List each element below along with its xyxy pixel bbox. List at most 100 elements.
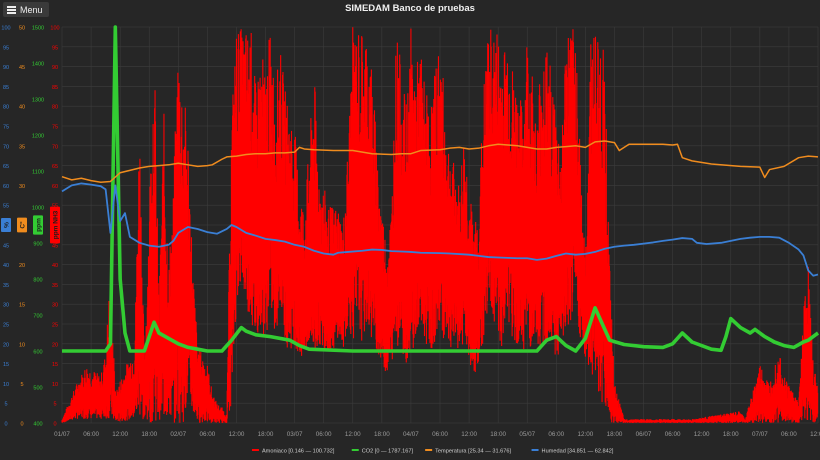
y-tick-co2: 1200: [32, 134, 44, 140]
y-tick-hum: 25: [3, 323, 9, 329]
y-tick-amonio: 20: [52, 342, 58, 348]
y-tick-hum: 35: [3, 283, 9, 289]
y-tick-hum: 65: [3, 164, 9, 170]
y-tick-amonio: 90: [52, 65, 58, 71]
y-tick-hum: 5: [4, 402, 7, 408]
x-tick-label: 01/07: [54, 431, 70, 438]
x-tick-label: 12:00: [694, 431, 710, 438]
x-tick-label: 06:00: [548, 431, 564, 438]
y-tick-hum: 95: [3, 45, 9, 51]
x-tick-label: 06:00: [781, 431, 797, 438]
y-tick-temp: 0: [20, 422, 23, 428]
x-axis: 01/07 06:00 12:00 18:00 02/07 06:00 12:00 18:00…: [54, 431, 820, 438]
y-axis-label-hum: %: [1, 218, 11, 232]
y-tick-amonio: 0: [53, 422, 56, 428]
x-tick-label: 05/07: [519, 431, 535, 438]
y-axis-label-text: C°: [19, 221, 27, 229]
legend-item-co2[interactable]: CO2 [0 — 1787.167]: [351, 449, 414, 455]
y-tick-hum: 55: [3, 204, 9, 210]
y-tick-co2: 1100: [32, 170, 44, 176]
y-axis-label-badge: [1, 218, 11, 232]
y-tick-co2: 1500: [32, 26, 44, 32]
y-tick-temp: 5: [20, 382, 23, 388]
legend-label-amonio: Amoniaco [0.146 — 100.732]: [262, 449, 335, 455]
y-axis-label-badge: [33, 215, 43, 235]
y-tick-temp: 50: [19, 26, 25, 32]
x-tick-label: 18:00: [607, 431, 623, 438]
x-tick-label: 04/07: [403, 431, 419, 438]
series-co2: [62, 25, 820, 353]
x-tick-label: 12:00: [345, 431, 361, 438]
x-tick-label: 06/07: [636, 431, 652, 438]
x-tick-label: 18:00: [374, 431, 390, 438]
y-tick-co2: 1400: [32, 62, 44, 68]
x-tick-label: 12:00: [112, 431, 128, 438]
y-tick-hum: 15: [3, 362, 9, 368]
y-tick-hum: 45: [3, 243, 9, 249]
y-tick-amonio: 30: [52, 303, 58, 309]
legend-item-hum[interactable]: Humedad [34.851 — 62.842]: [531, 449, 614, 455]
y-tick-hum: 0: [4, 422, 7, 428]
x-tick-label: 18:00: [258, 431, 274, 438]
x-tick-label: 12:00: [810, 431, 820, 438]
series-hum: [61, 182, 819, 277]
x-tick-label: 02/07: [170, 431, 186, 438]
y-tick-co2: 900: [33, 242, 42, 248]
legend-label-temp: Temperatura [25.34 — 31.676]: [435, 449, 511, 455]
y-tick-amonio: 100: [50, 26, 59, 32]
y-tick-hum: 90: [3, 65, 9, 71]
y-tick-temp: 45: [19, 65, 25, 71]
y-tick-amonio: 75: [52, 125, 58, 131]
y-tick-temp: 15: [19, 303, 25, 309]
y-tick-temp: 20: [19, 263, 25, 269]
y-tick-amonio: 10: [52, 382, 58, 388]
legend-item-amonio[interactable]: Amoniaco [0.146 — 100.732]: [251, 449, 335, 455]
y-tick-temp: 10: [19, 342, 25, 348]
hamburger-icon: [7, 6, 16, 14]
x-tick-label: 12:00: [461, 431, 477, 438]
y-tick-hum: 80: [3, 105, 9, 111]
y-tick-co2: 500: [33, 386, 42, 392]
y-axis-label-text: %: [4, 222, 11, 228]
legend-item-temp[interactable]: Temperatura [25.34 — 31.676]: [425, 449, 511, 455]
x-tick-label: 18:00: [490, 431, 506, 438]
y-tick-amonio: 60: [52, 184, 58, 190]
page-title: SIMEDAM Banco de pruebas: [345, 3, 475, 14]
x-tick-label: 18:00: [723, 431, 739, 438]
x-tick-label: 06:00: [83, 431, 99, 438]
y-tick-co2: 800: [33, 278, 42, 284]
y-tick-hum: 20: [3, 342, 9, 348]
x-tick-label: 06:00: [432, 431, 448, 438]
y-tick-amonio: 70: [52, 144, 58, 150]
y-tick-hum: 10: [3, 382, 9, 388]
y-tick-co2: 1000: [32, 206, 44, 212]
y-tick-temp: 35: [19, 144, 25, 150]
legend[interactable]: Amoniaco [0.146 — 100.732] CO2 [0 — 1787.…: [251, 449, 614, 455]
y-axis-label-badge: [50, 206, 60, 244]
y-axis-label-text: ppm NH3: [53, 210, 60, 239]
y-axis-label-badge: [17, 217, 27, 233]
menu-label: Menu: [20, 4, 43, 15]
y-axis-label-temp: C°: [17, 217, 27, 233]
y-tick-temp: 30: [19, 184, 25, 190]
y-axis-label-co2: ppm: [33, 215, 43, 235]
y-tick-hum: 100: [1, 26, 10, 32]
y-tick-amonio: 65: [52, 164, 58, 170]
y-tick-amonio: 5: [53, 402, 56, 408]
y-tick-hum: 40: [3, 263, 9, 269]
x-tick-label: 06:00: [316, 431, 332, 438]
y-tick-amonio: 80: [52, 105, 58, 111]
menu-button[interactable]: Menu: [3, 2, 49, 17]
y-tick-amonio: 40: [52, 263, 58, 269]
y-tick-hum: 70: [3, 144, 9, 150]
y-tick-amonio: 45: [52, 243, 58, 249]
series-layer: [61, 25, 820, 423]
y-tick-amonio: 15: [52, 362, 58, 368]
x-tick-label: 06:00: [665, 431, 681, 438]
y-tick-temp: 40: [19, 105, 25, 111]
series-amoniaco: [61, 27, 819, 423]
legend-label-hum: Humedad [34.851 — 62.842]: [542, 449, 614, 455]
y-axis-label-amonio: ppm NH3: [50, 206, 60, 244]
y-tick-hum: 30: [3, 303, 9, 309]
y-tick-amonio: 35: [52, 283, 58, 289]
